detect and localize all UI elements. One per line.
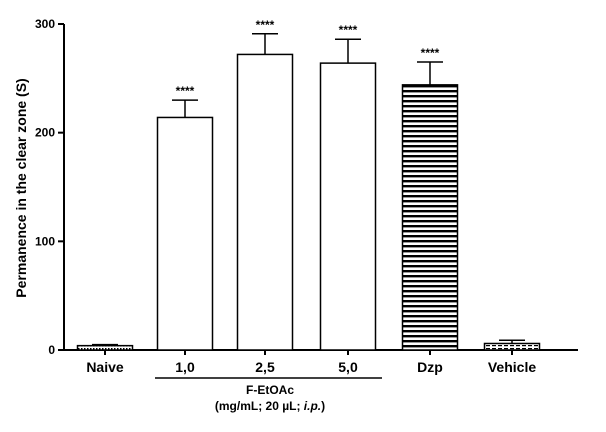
y-axis-label: Permanence in the clear zone (S) <box>13 78 29 297</box>
bar <box>236 53 294 351</box>
y-tick-label: 100 <box>35 234 55 248</box>
x-tick-label: 1,0 <box>175 359 195 375</box>
bars <box>76 33 541 351</box>
group-label-line2: (mg/mL; 20 µL; i.p.) <box>215 399 325 413</box>
group-label-suffix: ) <box>321 399 325 413</box>
bar <box>319 62 377 351</box>
x-tick-label: Dzp <box>417 359 443 375</box>
x-tick-label: 5,0 <box>338 359 358 375</box>
group-label-line1: F-EtOAc <box>246 383 294 397</box>
bar <box>401 84 459 351</box>
significance-label: **** <box>421 46 440 60</box>
significance-label: **** <box>256 18 275 32</box>
labels: Naive 1,0 **** 2,5 **** 5,0 **** Dzp **** Vehicle <box>86 18 536 375</box>
significance-label: **** <box>339 23 358 37</box>
y-tick-label: 200 <box>35 126 55 140</box>
y-tick-label: 0 <box>48 343 55 357</box>
x-tick-label: Naive <box>86 359 124 375</box>
group-label-prefix: (mg/mL; 20 µL; <box>215 399 304 413</box>
x-tick-label: 2,5 <box>255 359 275 375</box>
group-label-italic: i.p. <box>304 399 321 413</box>
significance-label: **** <box>176 84 195 98</box>
axes: 0 100 200 300 <box>35 17 578 357</box>
y-tick-label: 300 <box>35 17 55 31</box>
x-tick-label: Vehicle <box>488 359 536 375</box>
bar <box>483 342 541 351</box>
bar <box>156 116 214 351</box>
group-annotation: F-EtOAc (mg/mL; 20 µL; i.p.) <box>155 377 382 413</box>
bar <box>76 344 134 351</box>
